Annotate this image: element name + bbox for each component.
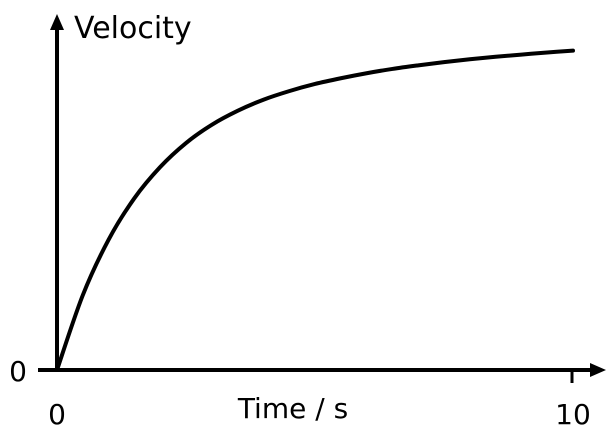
plot-area [55,48,575,372]
x-tick-label-0: 0 [48,398,66,431]
x-axis-label: Time / s [237,392,348,425]
y-axis-label: Velocity [74,11,192,46]
x-axis-arrowhead [590,363,606,377]
y-tick-label-0: 0 [9,355,27,388]
y-axis-arrowhead [50,14,64,30]
axes [38,14,606,383]
x-tick-label-10: 10 [555,398,591,431]
series-line-0 [55,48,575,372]
